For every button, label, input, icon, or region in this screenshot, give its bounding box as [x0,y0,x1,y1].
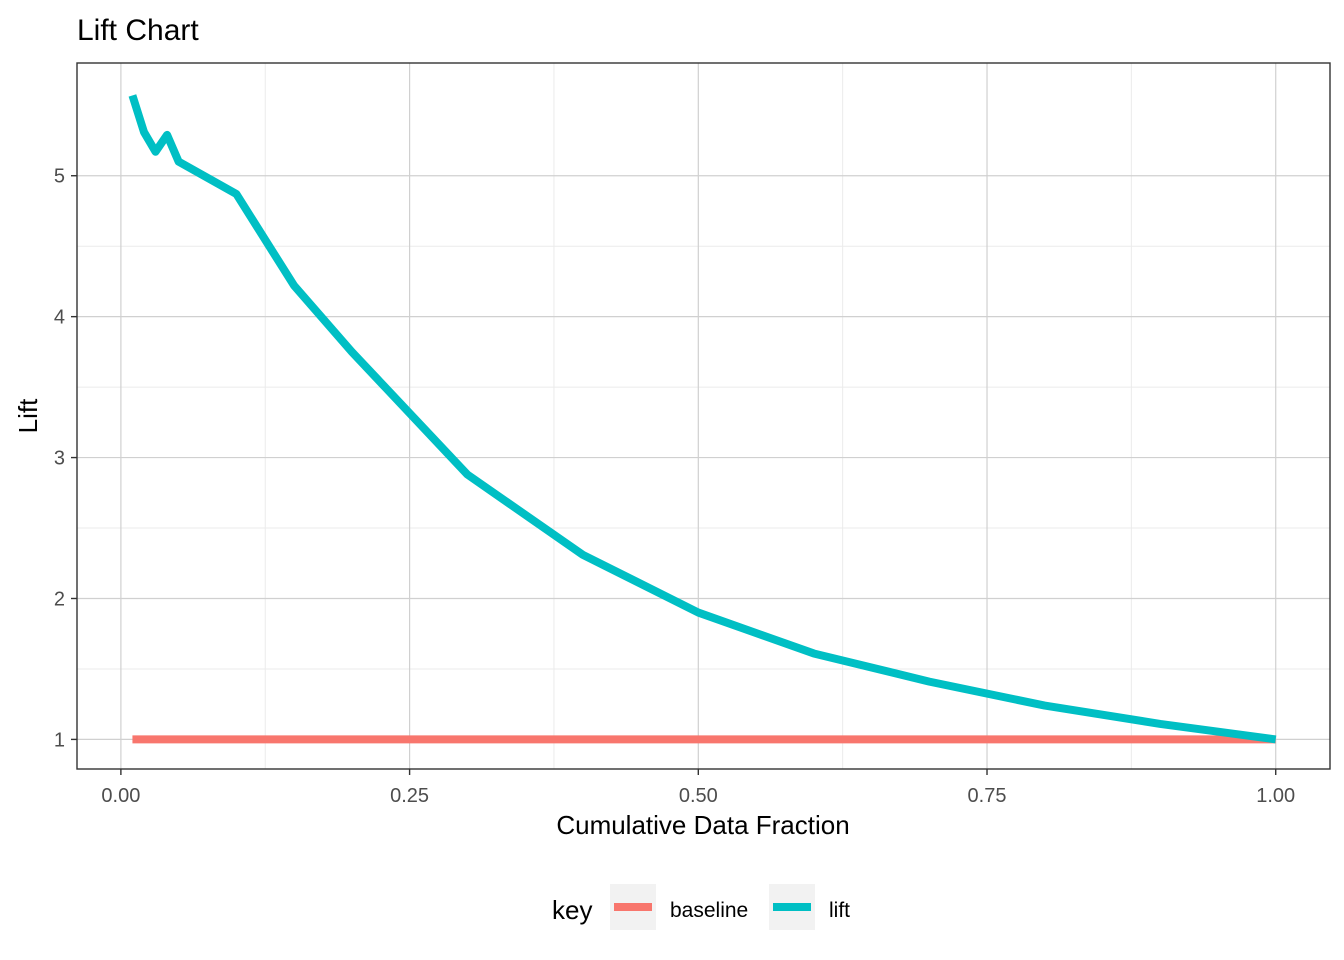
y-tick-label: 5 [54,166,65,188]
y-axis-label: Lift [13,398,43,433]
y-tick-label: 4 [54,307,65,329]
x-tick-label: 1.00 [1256,785,1295,807]
legend-label-lift: lift [829,899,850,922]
x-tick-label: 0.25 [390,785,429,807]
y-axis-ticks: 1 2 3 4 5 [54,166,77,751]
series-line-lift [128,94,1277,744]
legend-label-baseline: baseline [670,899,748,922]
legend-title: key [552,895,592,925]
y-tick-label: 3 [54,448,65,470]
x-axis-ticks: 0.00 0.25 0.50 0.75 1.00 [101,769,1295,807]
legend: key baseline lift [552,884,850,930]
plot-panel [76,62,1331,770]
y-tick-label: 1 [54,729,65,751]
x-tick-label: 0.00 [101,785,140,807]
x-tick-label: 0.75 [968,785,1007,807]
series-layer [128,94,1277,744]
y-tick-label: 2 [54,588,65,610]
chart-title: Lift Chart [77,14,199,47]
x-axis-label: Cumulative Data Fraction [556,810,849,840]
x-tick-label: 0.50 [679,785,718,807]
